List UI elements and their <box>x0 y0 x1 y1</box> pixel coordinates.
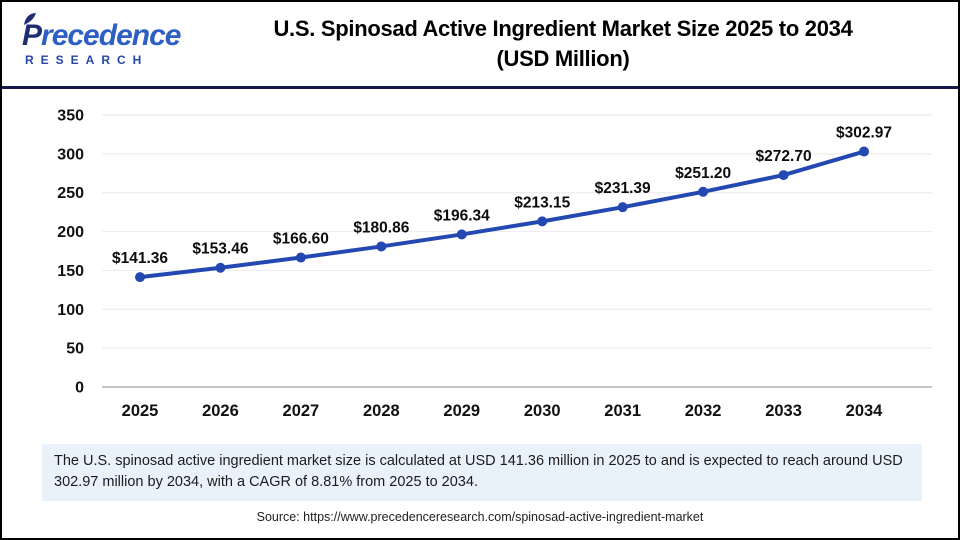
chart-title-line2: (USD Million) <box>496 46 630 71</box>
data-point-label: $166.60 <box>273 231 329 248</box>
y-tick-label: 50 <box>66 341 84 358</box>
brand-name-rest: recedence <box>41 19 181 52</box>
summary-note: The U.S. spinosad active ingredient mark… <box>42 444 922 501</box>
data-point-marker <box>859 146 869 157</box>
x-tick-label: 2025 <box>122 402 159 420</box>
data-point-label: $180.86 <box>353 219 409 236</box>
data-point-label: $153.46 <box>192 241 248 258</box>
chart-title: U.S. Spinosad Active Ingredient Market S… <box>192 14 958 74</box>
data-point-marker <box>215 262 226 273</box>
source-text: Source: https://www.precedenceresearch.c… <box>256 510 704 524</box>
data-point-marker <box>778 170 789 181</box>
y-tick-label: 0 <box>75 380 84 397</box>
data-point-marker <box>135 272 145 283</box>
y-tick-label: 100 <box>57 302 84 319</box>
data-point-label: $251.20 <box>675 165 731 182</box>
data-point-marker <box>698 186 709 197</box>
x-tick-label: 2030 <box>524 402 561 420</box>
data-point-marker <box>537 216 548 227</box>
y-tick-label: 150 <box>57 263 84 280</box>
data-point-label: $231.39 <box>595 180 651 197</box>
data-point-label: $141.36 <box>112 250 168 267</box>
data-point-marker <box>456 229 467 240</box>
brand-subtitle: RESEARCH <box>25 53 149 67</box>
data-point-marker <box>617 202 628 213</box>
line-chart: 0 50 100 150 200 250 300 350 2025 2026 2027 2028 202… <box>2 90 958 442</box>
y-tick-label: 200 <box>57 224 84 241</box>
y-tick-label: 300 <box>57 146 84 163</box>
x-tick-label: 2032 <box>685 402 722 420</box>
header: Precedence RESEARCH U.S. Spinosad Active… <box>2 2 958 89</box>
data-point-label: $213.15 <box>514 194 570 211</box>
x-tick-label: 2027 <box>283 402 320 420</box>
data-point-label: $302.97 <box>836 125 892 142</box>
x-tick-label: 2028 <box>363 402 400 420</box>
summary-text: The U.S. spinosad active ingredient mark… <box>54 453 903 490</box>
brand-initial: P <box>22 13 42 52</box>
y-tick-label: 350 <box>57 108 84 125</box>
brand-wordmark: Precedence <box>22 13 192 52</box>
leaf-icon <box>24 13 36 25</box>
data-point-marker <box>376 241 387 252</box>
chart-title-line1: U.S. Spinosad Active Ingredient Market S… <box>273 16 853 41</box>
y-tick-label: 250 <box>57 185 84 202</box>
data-point-marker <box>295 252 306 263</box>
x-tick-label: 2029 <box>443 402 480 420</box>
x-tick-label: 2034 <box>846 402 884 420</box>
x-tick-label: 2026 <box>202 402 239 420</box>
source-line: Source: https://www.precedenceresearch.c… <box>2 510 958 524</box>
brand-logo: Precedence RESEARCH <box>2 13 192 67</box>
data-point-label: $196.34 <box>434 207 490 224</box>
x-tick-label: 2033 <box>765 402 802 420</box>
x-tick-label: 2031 <box>604 402 641 420</box>
data-point-label: $272.70 <box>756 148 812 165</box>
series-line <box>138 149 866 280</box>
chart-canvas: 0 50 100 150 200 250 300 350 2025 2026 2027 2028 202… <box>57 108 932 420</box>
